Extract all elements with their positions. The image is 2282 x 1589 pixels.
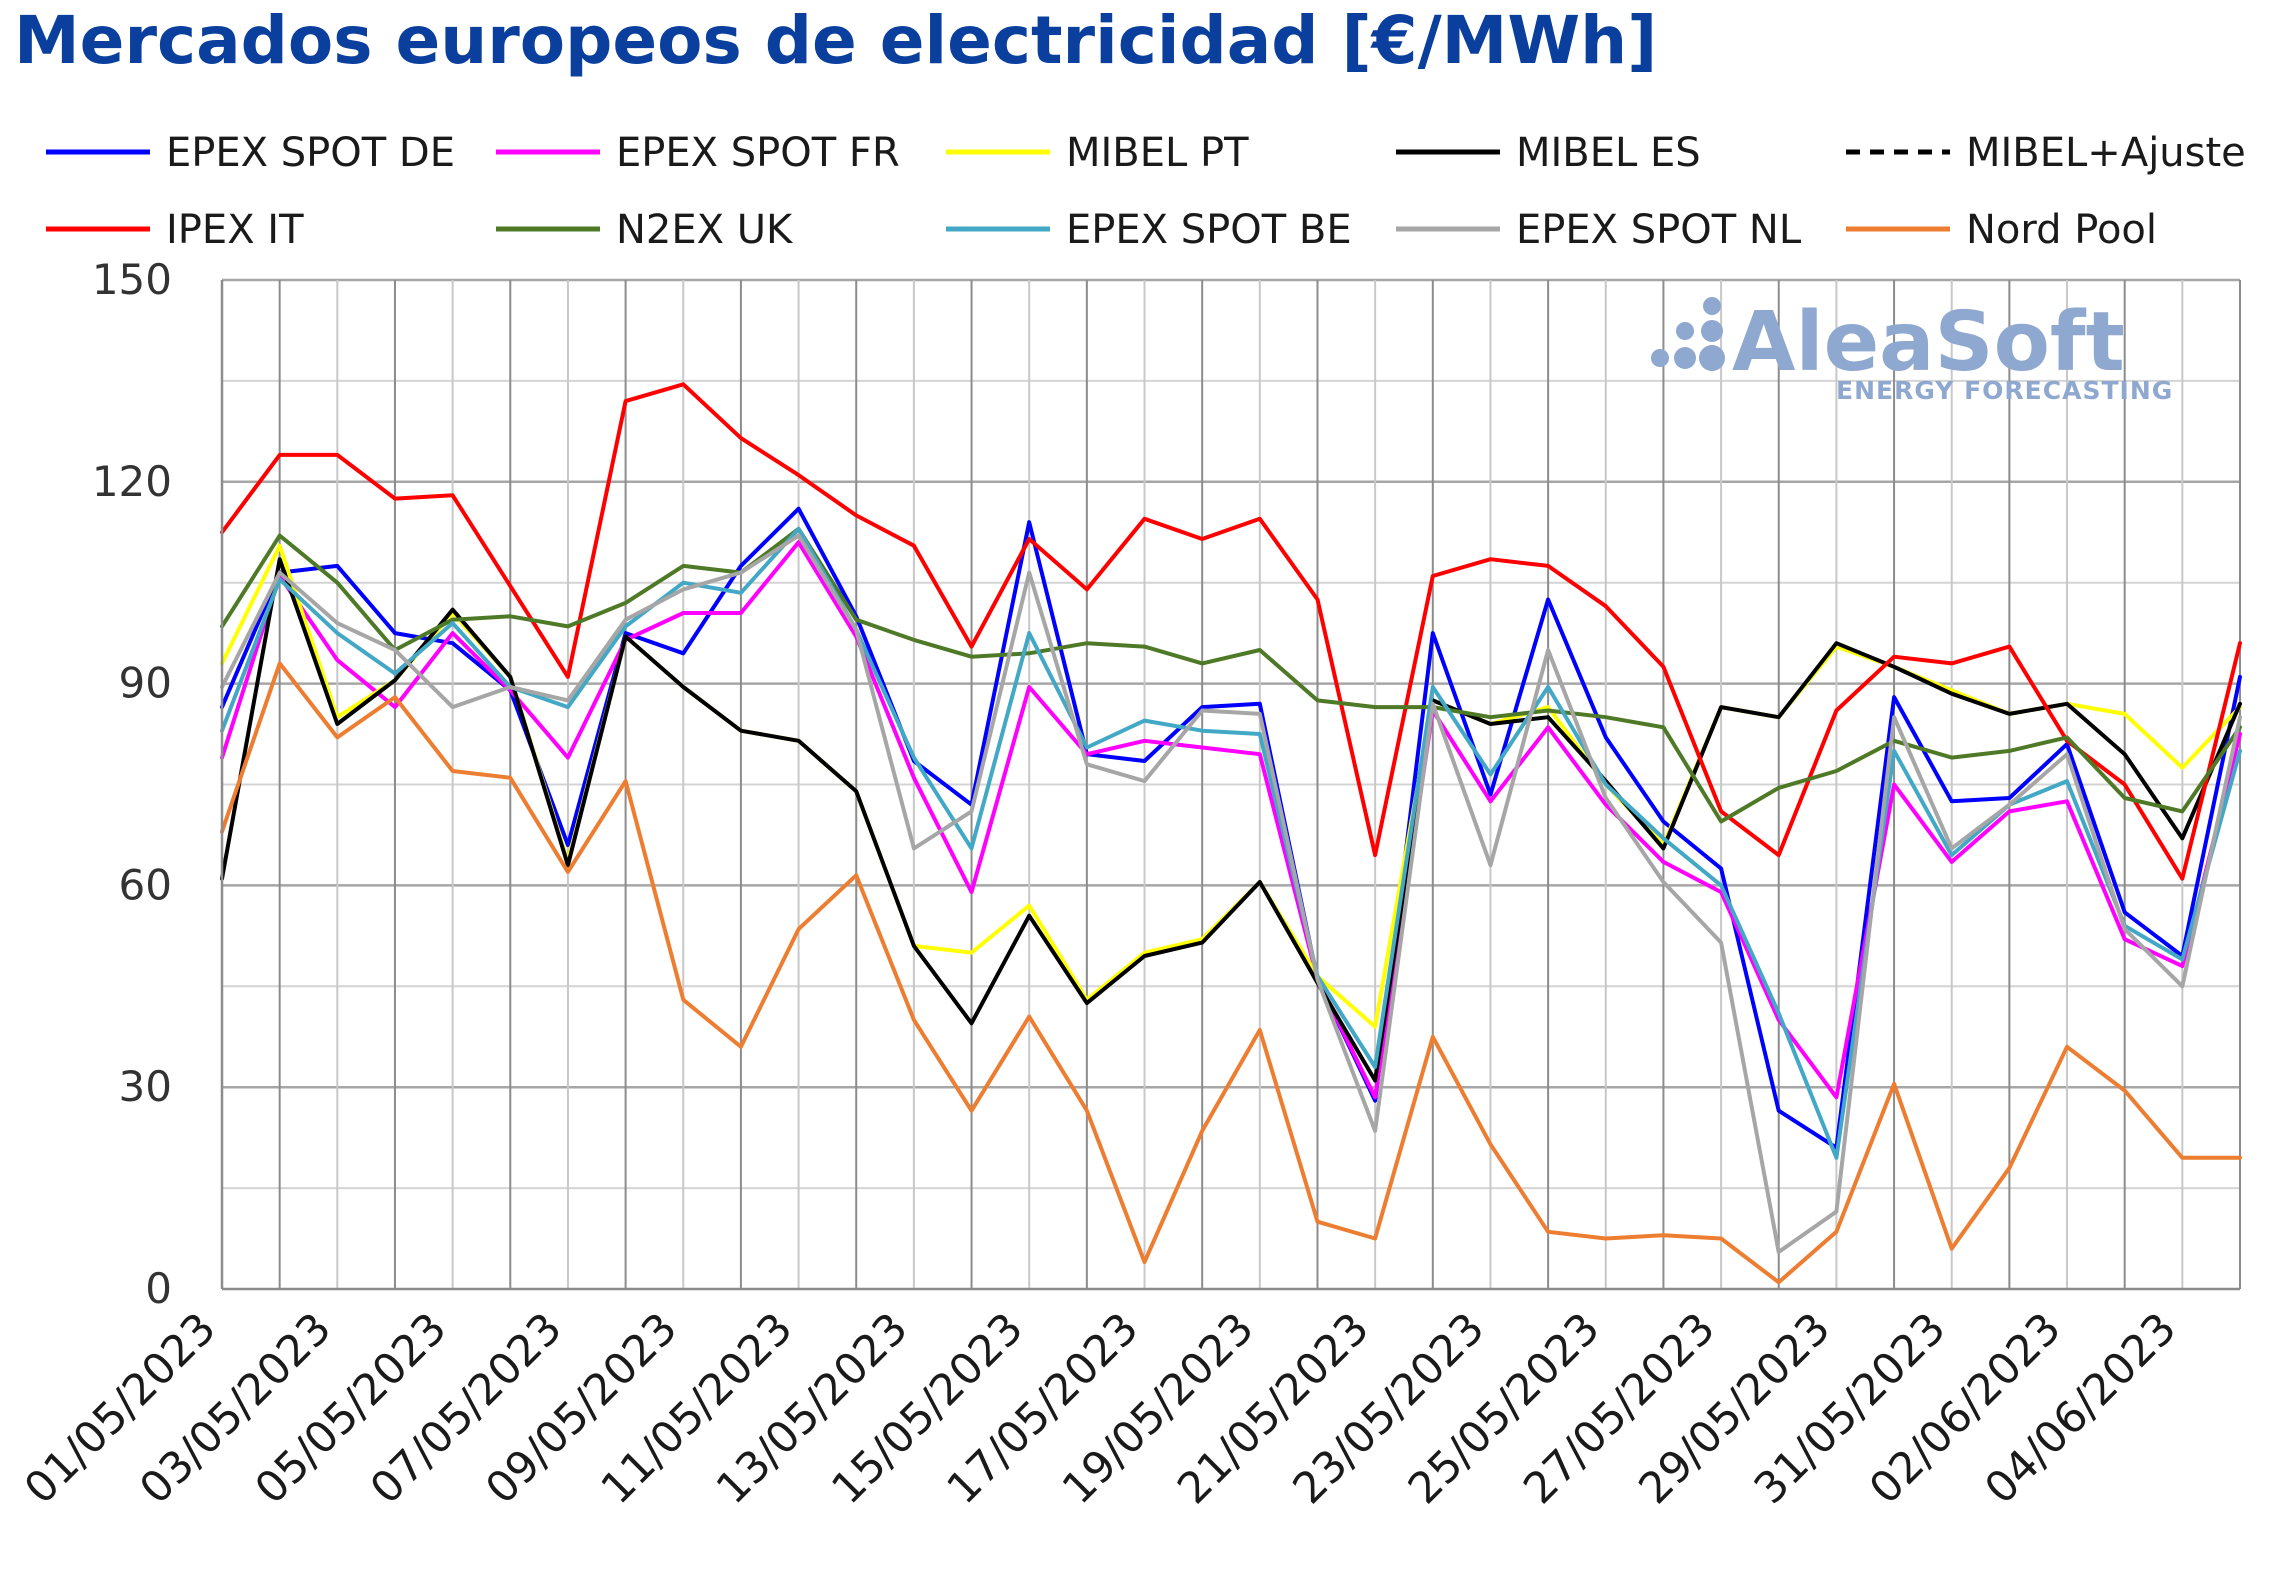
legend-label: Nord Pool [1966,207,2157,253]
x-axis-ticks: 01/05/202303/05/202305/05/202307/05/2023… [15,1303,2186,1514]
watermark-tagline: ENERGY FORECASTING [1836,376,2173,405]
legend-item: Nord Pool [1846,207,2157,253]
chart-title: Mercados europeos de electricidad [€/MWh… [14,2,1658,79]
legend-label: EPEX SPOT BE [1066,207,1352,253]
aleasoft-dots-logo-icon [1651,297,1725,371]
series-line-epex-spot-de [220,506,2242,1150]
legend-label: EPEX SPOT NL [1516,207,1802,253]
watermark-dot [1676,322,1694,340]
y-tick-label: 30 [119,1062,172,1111]
series-line-nord-pool [220,661,2242,1285]
series-line-ipex-it [220,382,2242,881]
y-tick-label: 120 [92,457,172,506]
series-line-mibel-es [220,557,2242,1083]
legend-item: MIBEL PT [946,130,1249,176]
series-lines [220,382,2242,1285]
legend-label: MIBEL PT [1066,130,1249,176]
grid [222,278,2241,1289]
legend-item: MIBEL+Ajuste [1846,130,2246,176]
y-tick-label: 90 [119,659,172,708]
legend-label: EPEX SPOT DE [166,130,455,176]
legend-item: N2EX UK [496,207,794,253]
series-line-epex-spot-be [220,526,2242,1160]
legend: EPEX SPOT DE EPEX SPOT FR MIBEL PT MIBEL ES… [46,130,2246,253]
legend-item: EPEX SPOT BE [946,207,1352,253]
legend-label: MIBEL ES [1516,130,1701,176]
legend-label: IPEX IT [166,207,304,253]
series-line-epex-spot-fr [220,540,2242,1100]
legend-label: N2EX UK [616,207,794,253]
y-tick-label: 60 [119,860,172,909]
legend-label: MIBEL+Ajuste [1966,130,2246,176]
legend-item: IPEX IT [46,207,304,253]
legend-item: EPEX SPOT FR [496,130,900,176]
legend-item: MIBEL ES [1396,130,1701,176]
y-tick-label: 150 [92,255,172,304]
watermark-brand: AleaSoft [1732,295,2125,390]
watermark-dot [1701,320,1723,342]
axes [220,280,2240,1291]
legend-item: EPEX SPOT NL [1396,207,1802,253]
watermark-dot [1674,347,1696,369]
series-line-epex-spot-nl [220,533,2242,1254]
watermark-dot [1703,297,1721,315]
legend-label: EPEX SPOT FR [616,130,900,176]
legend-item: EPEX SPOT DE [46,130,455,176]
y-tick-label: 0 [145,1264,172,1313]
aleasoft-watermark: AleaSoft ENERGY FORECASTING [1651,295,2173,405]
y-axis-ticks: 0 30 60 90 120 150 [92,255,172,1313]
watermark-dot [1651,349,1669,367]
watermark-dot [1699,345,1725,371]
